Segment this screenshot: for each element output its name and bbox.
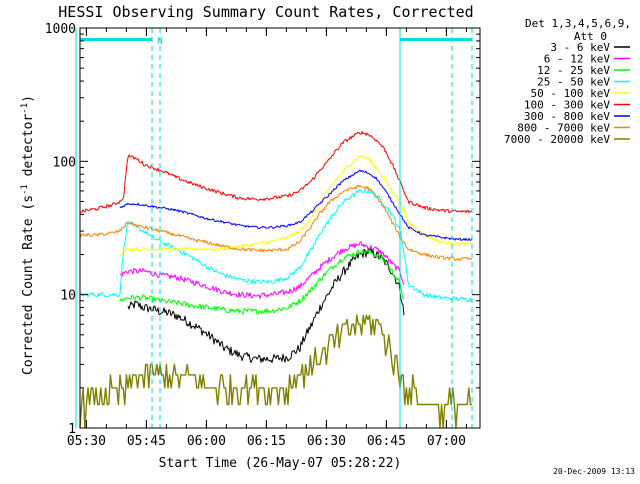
x-tick-label-0630: 06:30	[307, 434, 346, 449]
y-tick-label-10: 10	[60, 289, 76, 304]
legend-label-50-100-kev: 50 - 100 keV	[531, 87, 611, 100]
y-axis-label-part-2: -1	[20, 184, 30, 195]
y-axis-label-part-5: )	[21, 95, 36, 103]
legend-label-100-300-kev: 100 - 300 keV	[524, 99, 610, 112]
y-tick-label-100: 100	[53, 155, 76, 170]
x-tick-label-0645: 06:45	[367, 434, 406, 449]
plot-frame	[79, 27, 481, 429]
legend-label-25-50-kev: 25 - 50 keV	[537, 76, 610, 89]
series-line-800-7000-kev	[79, 184, 473, 262]
series-line-3-6-kev	[127, 248, 405, 363]
legend-label-12-25-kev: 12 - 25 keV	[537, 64, 610, 77]
y-axis-label-part-4: -1	[20, 103, 30, 114]
series-line-12-25-kev	[119, 249, 405, 315]
legend-label-800-7000-kev: 800 - 7000 keV	[517, 122, 610, 135]
legend-header-line-2: Att 0	[574, 30, 607, 43]
legend-header-line-1: Det 1,3,4,5,6,9,	[525, 17, 631, 30]
footer-timestamp: 20-Dec-2009 13:13	[553, 467, 635, 476]
axes-layer: 05:30 05:45 06:00 06:15 06:30 06:45 07:00 1 10 10…	[45, 22, 481, 449]
y-axis-label: Corrected Count Rate (s-1 detector-1)	[20, 95, 36, 375]
series-line-300-800-kev	[119, 169, 473, 241]
series-line-7000-20000-kev	[79, 314, 472, 429]
series-line-50-100-kev	[119, 154, 473, 257]
series-line-25-50-kev	[79, 188, 473, 303]
x-tick-label-0615: 06:15	[247, 434, 286, 449]
series-layer	[79, 131, 473, 429]
series-line-100-300-kev	[79, 131, 473, 214]
chart-title: HESSI Observing Summary Count Rates, Cor…	[58, 3, 473, 21]
x-axis-label: Start Time (26-May-07 05:28:22)	[159, 456, 402, 471]
y-tick-label-1: 1	[68, 422, 76, 437]
x-tick-label-0700: 07:00	[427, 434, 466, 449]
legend-label-7000-20000-kev: 7000 - 20000 keV	[504, 133, 610, 146]
x-tick-label-0545: 05:45	[127, 434, 166, 449]
y-axis-label-part-1: Corrected Count Rate (s	[21, 195, 36, 375]
legend-label-300-800-kev: 300 - 800 keV	[524, 110, 610, 123]
y-axis-label-part-3: detector	[21, 114, 36, 185]
x-tick-label-0530: 05:30	[67, 434, 106, 449]
night-marker-label: N	[157, 37, 162, 47]
marker-layer	[75, 28, 473, 428]
legend-label-3-6-kev: 3 - 6 keV	[550, 41, 610, 54]
x-tick-label-0600: 06:00	[187, 434, 226, 449]
series-line-6-12-kev	[119, 241, 405, 299]
y-tick-label-1000: 1000	[45, 22, 76, 37]
legend-label-6-12-kev: 6 - 12 keV	[544, 53, 611, 66]
